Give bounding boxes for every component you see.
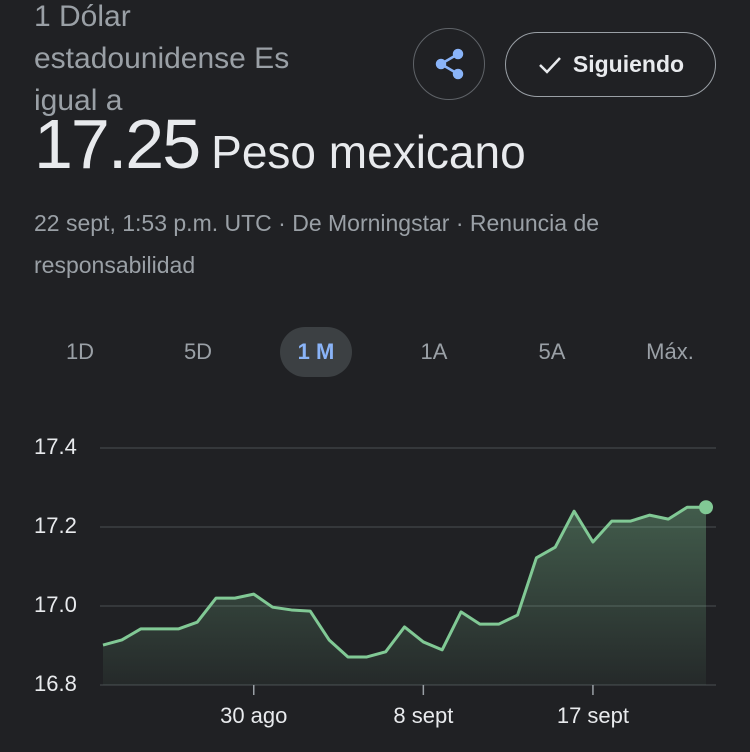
- y-tick-label: 17.4: [34, 434, 77, 459]
- share-button[interactable]: [413, 28, 485, 100]
- check-icon: [539, 56, 561, 74]
- unit: Peso mexicano: [211, 126, 526, 178]
- follow-label: Siguiendo: [572, 51, 685, 77]
- x-tick-label: 30 ago: [220, 703, 287, 728]
- y-tick-label: 17.0: [34, 592, 77, 617]
- follow-button[interactable]: Siguiendo: [505, 32, 716, 97]
- y-tick-label: 16.8: [34, 671, 77, 696]
- rate: 17.25: [34, 105, 201, 183]
- conversion: 17.25 Peso mexicano: [34, 104, 526, 184]
- share-icon: [435, 48, 463, 79]
- tab[interactable]: 1D: [66, 339, 94, 364]
- tab[interactable]: 5D: [184, 339, 212, 364]
- x-tick-label: 8 sept: [393, 703, 453, 728]
- tab[interactable]: 5A: [539, 339, 566, 364]
- tab[interactable]: 1 M: [298, 339, 335, 364]
- tab-selected-bg: [280, 327, 352, 377]
- line: [102, 505, 706, 659]
- from-text: 1 Dólar estadounidense Es igual a: [34, 0, 290, 117]
- source-line: 22 sept, 1:53 p.m. UTC · De Morningstar …: [34, 210, 600, 278]
- area: [103, 507, 706, 685]
- tab[interactable]: Máx.: [646, 339, 694, 364]
- tab[interactable]: 1A: [421, 339, 448, 364]
- y-tick-label: 17.2: [34, 513, 77, 538]
- end-point: [699, 500, 713, 515]
- x-tick-label: 17 sept: [557, 703, 629, 728]
